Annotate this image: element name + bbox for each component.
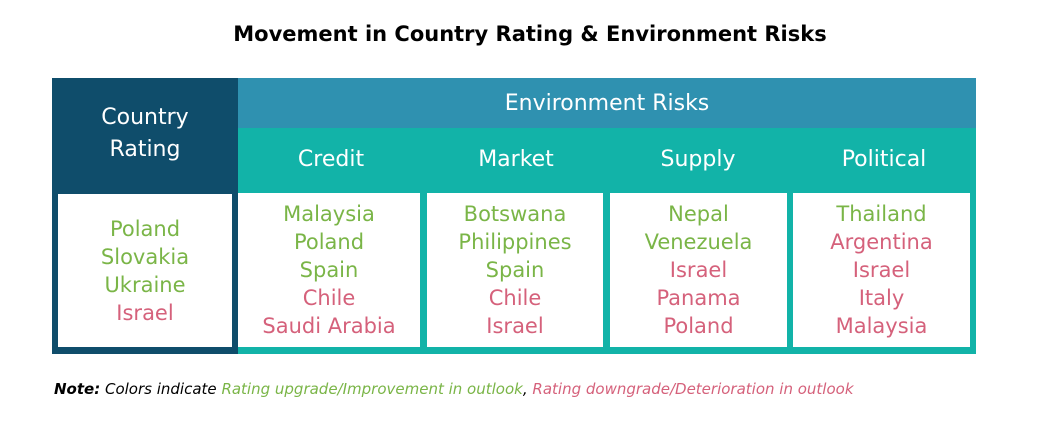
category-list-political: Thailand Argentina Israel Italy Malaysia: [793, 193, 970, 347]
country-rating-column: Country Rating Poland Slovakia Ukraine I…: [52, 78, 238, 354]
category-list-supply: Nepal Venezuela Israel Panama Poland: [610, 193, 787, 347]
country-rating-item: Poland: [109, 216, 181, 241]
country-rating-header: Country Rating: [52, 102, 238, 166]
risk-country-item: Malaysia: [283, 202, 375, 226]
risk-country-item: Spain: [299, 258, 359, 282]
note-text: Colors indicate: [104, 380, 217, 398]
environment-risks-body: Credit Malaysia Poland Spain Chile Saudi…: [238, 128, 976, 354]
category-header-political: Political: [841, 146, 927, 172]
risk-country-item: Chile: [488, 286, 542, 310]
country-rating-header-line1: Country: [101, 105, 189, 130]
risk-country-item: Israel: [852, 258, 911, 282]
risk-country-item: Venezuela: [644, 230, 753, 254]
category-list-credit: Malaysia Poland Spain Chile Saudi Arabia: [238, 193, 420, 347]
risk-country-item: Argentina: [830, 230, 933, 254]
country-rating-item: Ukraine: [104, 272, 186, 297]
risk-country-item: Israel: [669, 258, 728, 282]
category-list-market: Botswana Philippines Spain Chile Israel: [427, 193, 603, 347]
note-label: Note:: [54, 380, 101, 398]
note-downgrade-text: Rating downgrade/Deterioration in outloo…: [532, 380, 854, 398]
risk-country-item: Italy: [858, 286, 905, 310]
risk-country-item: Spain: [485, 258, 545, 282]
country-rating-item: Slovakia: [100, 244, 190, 269]
environment-risks-header: Environment Risks: [238, 78, 976, 128]
color-legend-note: Note: Colors indicate Rating upgrade/Imp…: [54, 380, 854, 398]
risk-country-item: Malaysia: [835, 314, 928, 338]
risk-country-item: Philippines: [458, 230, 572, 254]
risk-country-item: Panama: [656, 286, 741, 310]
risk-country-item: Saudi Arabia: [262, 314, 396, 338]
category-header-market: Market: [478, 146, 554, 172]
risk-country-item: Poland: [293, 230, 365, 254]
category-header-supply: Supply: [660, 146, 736, 172]
risk-country-item: Israel: [486, 314, 544, 338]
note-separator: ,: [522, 380, 528, 398]
risk-country-item: Chile: [302, 286, 356, 310]
risk-country-item: Poland: [663, 314, 734, 338]
risk-country-item: Botswana: [463, 202, 567, 226]
country-rating-list: Poland Slovakia Ukraine Israel: [58, 194, 232, 347]
country-rating-header-line2: Rating: [109, 137, 181, 162]
page-title: Movement in Country Rating & Environment…: [233, 22, 827, 46]
category-header-credit: Credit: [297, 146, 365, 172]
risk-country-item: Nepal: [668, 202, 729, 226]
note-upgrade-text: Rating upgrade/Improvement in outlook: [221, 380, 523, 398]
risk-country-item: Thailand: [836, 202, 927, 226]
country-rating-item: Israel: [116, 300, 174, 325]
